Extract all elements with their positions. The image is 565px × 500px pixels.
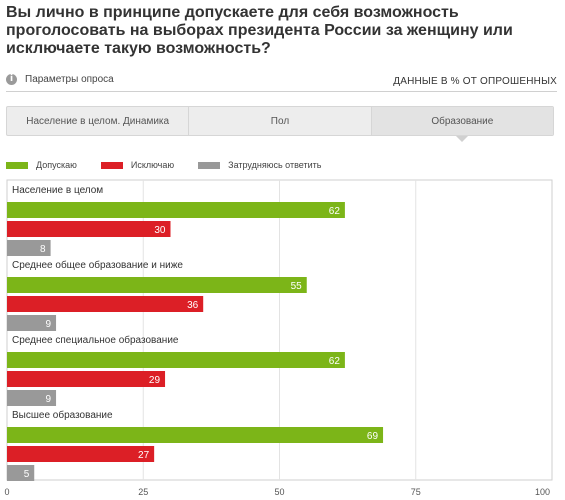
legend-swatch bbox=[6, 161, 28, 169]
bar-value-label: 8 bbox=[40, 244, 46, 255]
tab-label: Население в целом. Динамика bbox=[26, 115, 170, 127]
bar-value-label: 27 bbox=[138, 450, 150, 461]
bar-value-label: 9 bbox=[45, 394, 51, 405]
bar-value-label: 5 bbox=[24, 469, 30, 480]
tab-label: Образование bbox=[431, 115, 494, 127]
group-label: Население в целом bbox=[12, 185, 103, 196]
bar bbox=[7, 277, 307, 293]
bar-value-label: 55 bbox=[291, 281, 303, 292]
legend-label: Допускаю bbox=[36, 160, 77, 170]
legend-item-unsure[interactable]: Затрудняюсь ответить bbox=[198, 160, 321, 170]
x-tick-label: 100 bbox=[535, 487, 550, 497]
x-tick-label: 0 bbox=[4, 487, 9, 497]
survey-params-label: Параметры опроса bbox=[25, 74, 114, 85]
bar bbox=[7, 352, 345, 368]
bar-value-label: 36 bbox=[187, 300, 199, 311]
bar bbox=[7, 427, 384, 443]
params-row: i Параметры опроса ДАННЫЕ В % ОТ ОПРОШЕН… bbox=[6, 72, 557, 92]
x-tick-label: 50 bbox=[274, 487, 284, 497]
bar bbox=[7, 446, 155, 462]
group-label: Среднее специальное образование bbox=[12, 334, 179, 346]
chart-legend: Допускаю Исключаю Затрудняюсь ответить bbox=[6, 160, 345, 170]
question-text: Вы лично в принципе допускаете для себя … bbox=[6, 4, 513, 57]
x-tick-label: 25 bbox=[138, 487, 148, 497]
tab-population-dynamics[interactable]: Население в целом. Динамика bbox=[7, 107, 188, 135]
bar bbox=[7, 296, 204, 312]
tab-bar: Население в целом. Динамика Пол Образова… bbox=[6, 106, 554, 142]
question-title: Вы лично в принципе допускаете для себя … bbox=[6, 4, 551, 58]
bar bbox=[7, 390, 57, 406]
bar-value-label: 29 bbox=[149, 375, 161, 386]
bar bbox=[7, 465, 35, 481]
bar bbox=[7, 221, 171, 237]
survey-params-button[interactable]: i Параметры опроса bbox=[6, 74, 114, 85]
info-icon: i bbox=[6, 74, 17, 85]
legend-label: Исключаю bbox=[130, 160, 175, 170]
tab-education[interactable]: Образование bbox=[370, 107, 553, 142]
legend-label: Затрудняюсь ответить bbox=[228, 160, 322, 170]
bar bbox=[7, 315, 57, 331]
bar bbox=[7, 371, 166, 387]
tab-label: Пол bbox=[270, 115, 290, 127]
divider bbox=[6, 91, 557, 92]
bar-value-label: 9 bbox=[45, 319, 51, 330]
x-tick-label: 75 bbox=[411, 487, 421, 497]
legend-swatch bbox=[100, 161, 123, 169]
legend-swatch bbox=[198, 161, 221, 169]
bar-value-label: 62 bbox=[329, 356, 341, 367]
legend-item-exclude[interactable]: Исключаю bbox=[100, 160, 175, 170]
chart-svg: Население в целом 62 30 8 Среднее общее обра… bbox=[4, 179, 553, 497]
tab-gender[interactable]: Пол bbox=[188, 107, 370, 135]
bar-value-label: 62 bbox=[329, 206, 341, 217]
units-label: ДАННЫЕ В % ОТ ОПРОШЕННЫХ bbox=[393, 76, 557, 87]
bar-value-label: 69 bbox=[367, 431, 379, 442]
bar bbox=[7, 240, 51, 256]
group-label: Высшее образование bbox=[12, 409, 113, 421]
bar-value-label: 30 bbox=[154, 225, 166, 236]
bar-chart: Население в целом 62 30 8 Среднее общее обра… bbox=[0, 176, 565, 500]
legend-item-allow[interactable]: Допускаю bbox=[6, 160, 77, 170]
group-label: Среднее общее образование и ниже bbox=[12, 259, 183, 271]
bar bbox=[7, 202, 345, 218]
